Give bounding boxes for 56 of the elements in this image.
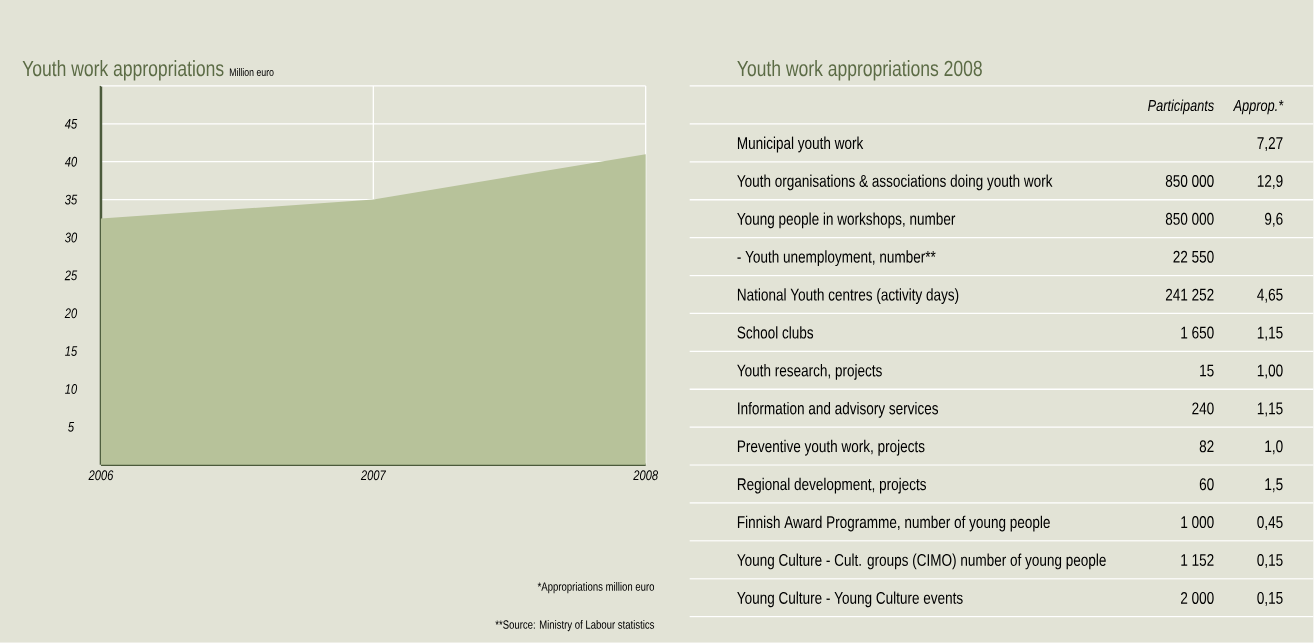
- category-label: Youth organisations & associations doing youth work: [737, 174, 1053, 191]
- data-label: 1,15: [1257, 402, 1283, 417]
- y-tick-label: 30: [65, 232, 78, 243]
- data-label: 4,65: [1257, 288, 1283, 303]
- category-label: - Youth unemployment, number**: [737, 250, 936, 267]
- data-label: 1,5: [1265, 478, 1283, 493]
- text: Approp.*: [1232, 100, 1284, 115]
- data-label: 12,9: [1257, 175, 1283, 190]
- y-tick-label: 25: [64, 270, 78, 281]
- y-tick-label: 10: [65, 384, 78, 395]
- data-label: 1 000: [1181, 516, 1214, 529]
- text: *Appropriations million euro: [537, 582, 655, 594]
- text: Participants: [1148, 99, 1214, 115]
- data-label: 7,27: [1257, 137, 1283, 152]
- category-label: Preventive youth work, projects: [737, 440, 925, 456]
- y-tick-label: 35: [65, 194, 78, 205]
- y-tick-label: 45: [64, 119, 78, 129]
- data-label: 15: [1200, 364, 1214, 377]
- y-tick-label: 40: [64, 156, 78, 167]
- data-label: 2 000: [1181, 592, 1214, 605]
- category-label: School clubs: [737, 326, 814, 339]
- x-tick-label: 2007: [360, 470, 387, 481]
- data-label: 240: [1192, 402, 1214, 415]
- category-label: Young Culture - Cult. groups (CIMO) number of young people: [737, 553, 1106, 570]
- data-label: 850 000: [1165, 213, 1214, 226]
- x-tick-label: 2008: [633, 470, 659, 481]
- data-label: 0,45: [1257, 516, 1283, 531]
- data-label: 22 550: [1173, 250, 1214, 263]
- category-label: Young Culture - Young Culture events: [737, 591, 963, 608]
- chart-subtitle: Million euro: [229, 68, 274, 77]
- data-label: 850 000: [1165, 175, 1214, 188]
- data-label: 1 650: [1181, 326, 1214, 339]
- category-label: Information and advisory services: [738, 402, 939, 418]
- category-label: National Youth centres (activity days): [737, 288, 959, 305]
- category-label: Finnish Award Programme, number of young people: [737, 515, 1050, 532]
- data-label: 82: [1199, 440, 1214, 453]
- data-label: 9,6: [1264, 213, 1283, 228]
- data-label: 1,15: [1257, 326, 1283, 341]
- category-label: Youth research, projects: [737, 364, 882, 380]
- y-tick-label: 15: [65, 346, 78, 357]
- text: Youth work appropriations 2008: [737, 60, 982, 81]
- text: **Source: Ministry of Labour statistics: [495, 620, 655, 632]
- data-label: 241 252: [1165, 288, 1214, 301]
- data-label: 1,00: [1257, 364, 1283, 379]
- x-tick-label: 2006: [88, 470, 114, 481]
- data-label: 0,15: [1257, 554, 1283, 569]
- y-tick-label: 20: [64, 308, 78, 319]
- y-tick-label: 5: [68, 422, 75, 432]
- data-label: 1,0: [1265, 440, 1283, 455]
- category-label: Municipal youth work: [737, 136, 864, 153]
- category-label: Young people in workshops, number: [737, 212, 956, 229]
- chart-title: Youth work appropriations: [22, 60, 224, 81]
- data-label: 60: [1199, 478, 1214, 491]
- category-label: Regional development, projects: [737, 477, 927, 494]
- data-label: 1 152: [1181, 554, 1214, 567]
- data-label: 0,15: [1257, 592, 1283, 607]
